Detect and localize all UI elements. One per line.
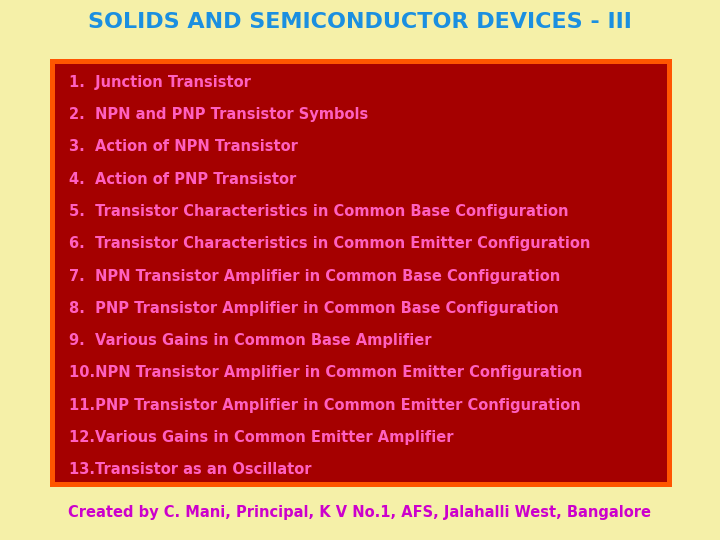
Text: 6.  Transistor Characteristics in Common Emitter Configuration: 6. Transistor Characteristics in Common … [69,236,590,251]
Text: 5.  Transistor Characteristics in Common Base Configuration: 5. Transistor Characteristics in Common … [69,204,569,219]
Text: 12.Various Gains in Common Emitter Amplifier: 12.Various Gains in Common Emitter Ampli… [69,430,454,445]
Text: Created by C. Mani, Principal, K V No.1, AFS, Jalahalli West, Bangalore: Created by C. Mani, Principal, K V No.1,… [68,504,652,519]
Text: 10.NPN Transistor Amplifier in Common Emitter Configuration: 10.NPN Transistor Amplifier in Common Em… [69,366,582,381]
Text: 3.  Action of NPN Transistor: 3. Action of NPN Transistor [69,139,298,154]
Text: 4.  Action of PNP Transistor: 4. Action of PNP Transistor [69,172,296,186]
Text: SOLIDS AND SEMICONDUCTOR DEVICES - III: SOLIDS AND SEMICONDUCTOR DEVICES - III [88,12,632,32]
FancyBboxPatch shape [55,64,667,482]
FancyBboxPatch shape [50,59,672,487]
Text: 7.  NPN Transistor Amplifier in Common Base Configuration: 7. NPN Transistor Amplifier in Common Ba… [69,268,560,284]
Text: 8.  PNP Transistor Amplifier in Common Base Configuration: 8. PNP Transistor Amplifier in Common Ba… [69,301,559,316]
Text: 13.Transistor as an Oscillator: 13.Transistor as an Oscillator [69,462,312,477]
Text: 11.PNP Transistor Amplifier in Common Emitter Configuration: 11.PNP Transistor Amplifier in Common Em… [69,398,581,413]
Text: 2.  NPN and PNP Transistor Symbols: 2. NPN and PNP Transistor Symbols [69,107,368,122]
Text: 9.  Various Gains in Common Base Amplifier: 9. Various Gains in Common Base Amplifie… [69,333,431,348]
Text: 1.  Junction Transistor: 1. Junction Transistor [69,75,251,90]
